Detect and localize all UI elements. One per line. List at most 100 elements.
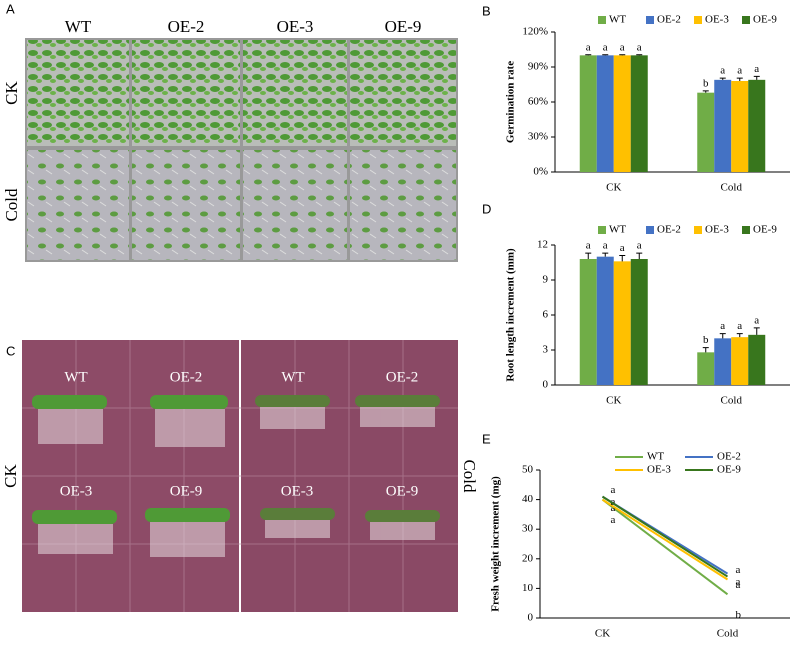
legend-swatch bbox=[742, 226, 750, 234]
significance-label: a bbox=[736, 564, 741, 576]
y-axis-label: Fresh weight increment (mg) bbox=[490, 476, 502, 612]
legend-label: OE-9 bbox=[753, 14, 777, 26]
y-tick-label: 6 bbox=[543, 309, 549, 321]
error-bar bbox=[719, 333, 726, 339]
error-bar bbox=[702, 347, 709, 353]
significance-label: a bbox=[620, 242, 625, 254]
panel-letter: E bbox=[482, 431, 491, 446]
photo bbox=[27, 40, 129, 146]
legend-label: OE-3 bbox=[647, 464, 671, 476]
significance-label: a bbox=[611, 502, 616, 514]
panel-letter: A bbox=[6, 1, 15, 16]
bar bbox=[697, 92, 715, 172]
significance-label: a bbox=[603, 41, 608, 53]
error-bar bbox=[619, 54, 626, 56]
error-bar bbox=[602, 54, 609, 56]
significance-label: a bbox=[611, 496, 616, 508]
y-tick-label: 0 bbox=[543, 379, 549, 391]
photo bbox=[132, 40, 240, 146]
y-tick-label: 20 bbox=[522, 552, 534, 564]
photo bbox=[27, 150, 129, 260]
x-tick-label: Cold bbox=[721, 395, 743, 407]
error-bar bbox=[702, 90, 709, 93]
row-label: Cold bbox=[2, 188, 21, 222]
x-tick-label: CK bbox=[606, 395, 621, 407]
y-axis-label: Root length increment (mm) bbox=[505, 248, 517, 382]
error-bar bbox=[636, 252, 643, 259]
error-bar bbox=[602, 252, 609, 257]
bar bbox=[697, 352, 715, 385]
legend-label: OE-2 bbox=[717, 451, 741, 463]
significance-label: a bbox=[611, 514, 616, 526]
y-tick-label: 30 bbox=[522, 523, 534, 535]
y-tick-label: 40 bbox=[522, 493, 534, 505]
series-line bbox=[601, 498, 729, 581]
y-tick-label: 30% bbox=[528, 131, 548, 143]
y-tick-label: 0 bbox=[528, 612, 534, 624]
bar bbox=[630, 55, 648, 173]
plate-label: OE-2 bbox=[386, 369, 419, 385]
significance-label: a bbox=[586, 41, 591, 53]
bar bbox=[596, 256, 614, 385]
bar bbox=[714, 79, 732, 172]
error-bar bbox=[736, 77, 743, 81]
panel-letter: C bbox=[6, 343, 15, 358]
significance-label: a bbox=[620, 41, 625, 53]
plate-label: WT bbox=[281, 369, 304, 385]
significance-label: a bbox=[736, 579, 741, 591]
significance-label: a bbox=[637, 41, 642, 53]
y-tick-label: 90% bbox=[528, 61, 548, 73]
error-bar bbox=[753, 327, 760, 335]
column-label: WT bbox=[65, 17, 92, 36]
significance-label: a bbox=[737, 320, 742, 332]
bar bbox=[613, 261, 631, 385]
legend-label: OE-2 bbox=[657, 224, 681, 236]
legend-label: WT bbox=[647, 451, 664, 463]
y-tick-label: 50 bbox=[522, 464, 534, 476]
bar bbox=[579, 259, 597, 385]
y-tick-label: 9 bbox=[543, 274, 549, 286]
plate-label: WT bbox=[64, 369, 87, 385]
significance-label: a bbox=[754, 314, 759, 326]
legend-swatch bbox=[646, 16, 654, 24]
series-line bbox=[601, 498, 729, 596]
column-label: OE-9 bbox=[385, 17, 422, 36]
legend-swatch bbox=[694, 16, 702, 24]
photo bbox=[350, 40, 456, 146]
column-label: OE-2 bbox=[168, 17, 205, 36]
photo bbox=[132, 150, 240, 260]
legend-label: OE-3 bbox=[705, 224, 729, 236]
panel-letter: B bbox=[482, 3, 491, 18]
legend-swatch bbox=[598, 226, 606, 234]
y-tick-label: 0% bbox=[533, 166, 548, 178]
legend-label: OE-3 bbox=[705, 14, 729, 26]
x-tick-label: Cold bbox=[717, 628, 739, 640]
legend-swatch bbox=[742, 16, 750, 24]
panel-letter: D bbox=[482, 201, 491, 216]
legend-label: OE-2 bbox=[657, 14, 681, 26]
significance-label: a bbox=[736, 576, 741, 588]
significance-label: a bbox=[720, 320, 725, 332]
error-bar bbox=[753, 75, 760, 80]
bar bbox=[748, 334, 766, 385]
legend-swatch bbox=[646, 226, 654, 234]
significance-label: a bbox=[737, 65, 742, 77]
column-label: OE-3 bbox=[277, 17, 314, 36]
significance-label: a bbox=[637, 240, 642, 252]
row-label: CK bbox=[2, 80, 21, 104]
plate-label: OE-9 bbox=[386, 483, 419, 499]
x-tick-label: CK bbox=[595, 628, 610, 640]
significance-label: a bbox=[754, 63, 759, 75]
y-tick-label: 3 bbox=[543, 344, 549, 356]
significance-label: b bbox=[703, 334, 709, 346]
row-label: Cold bbox=[460, 459, 479, 493]
photo bbox=[243, 40, 347, 146]
significance-label: b bbox=[703, 77, 709, 89]
significance-label: a bbox=[720, 65, 725, 77]
legend-label: OE-9 bbox=[717, 464, 741, 476]
error-bar bbox=[719, 77, 726, 80]
photo-panel-a bbox=[25, 38, 458, 262]
y-tick-label: 10 bbox=[522, 582, 534, 594]
significance-label: a bbox=[611, 484, 616, 496]
bar bbox=[714, 338, 732, 385]
